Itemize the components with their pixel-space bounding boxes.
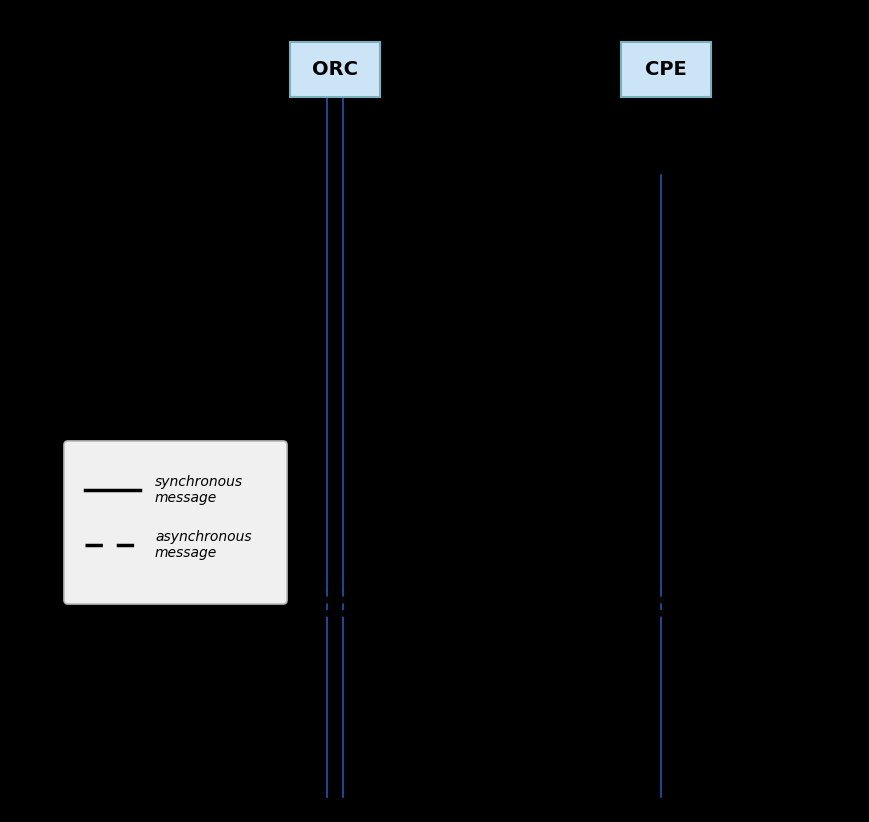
Text: asynchronous
message: asynchronous message — [155, 530, 251, 560]
Text: ORC: ORC — [312, 60, 357, 79]
FancyBboxPatch shape — [64, 441, 287, 604]
FancyBboxPatch shape — [620, 42, 710, 97]
FancyBboxPatch shape — [289, 42, 380, 97]
Text: synchronous
message: synchronous message — [155, 475, 242, 505]
Text: CPE: CPE — [644, 60, 686, 79]
